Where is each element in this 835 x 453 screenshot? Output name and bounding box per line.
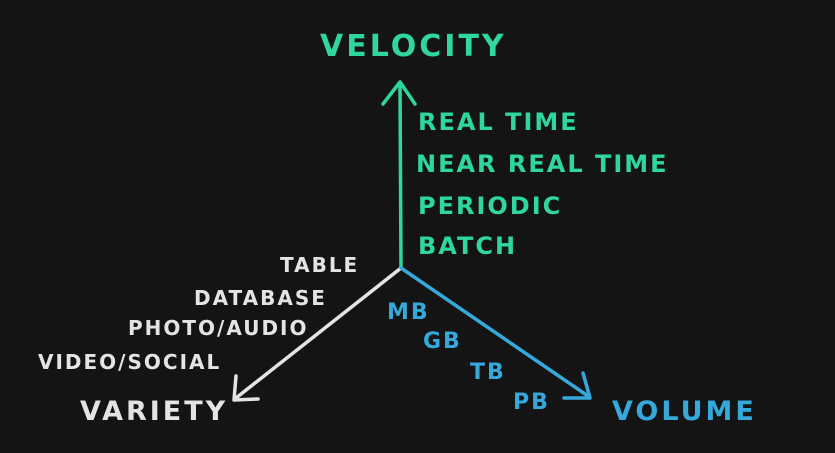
variety-axis-arrow <box>232 266 403 402</box>
volume-axis-arrow <box>399 266 592 400</box>
variety-title: VARIETY <box>80 396 229 427</box>
variety-item-table: TABLE <box>280 253 360 277</box>
volume-item-mb: MB <box>387 300 430 325</box>
velocity-axis-arrow <box>381 80 417 270</box>
variety-item-video-social: VIDEO/SOCIAL <box>38 350 222 374</box>
volume-item-pb: PB <box>513 390 550 415</box>
variety-item-database: DATABASE <box>194 286 327 310</box>
velocity-title: VELOCITY <box>320 29 507 64</box>
velocity-item-batch: BATCH <box>418 232 518 260</box>
velocity-item-periodic: PERIODIC <box>418 192 563 220</box>
velocity-item-real-time: REAL TIME <box>418 108 579 136</box>
variety-item-photo-audio: PHOTO/AUDIO <box>128 316 309 340</box>
volume-item-gb: GB <box>423 329 462 354</box>
velocity-item-near-real-time: NEAR REAL TIME <box>416 150 669 178</box>
volume-item-tb: TB <box>470 360 506 385</box>
volume-title: VOLUME <box>612 396 757 427</box>
